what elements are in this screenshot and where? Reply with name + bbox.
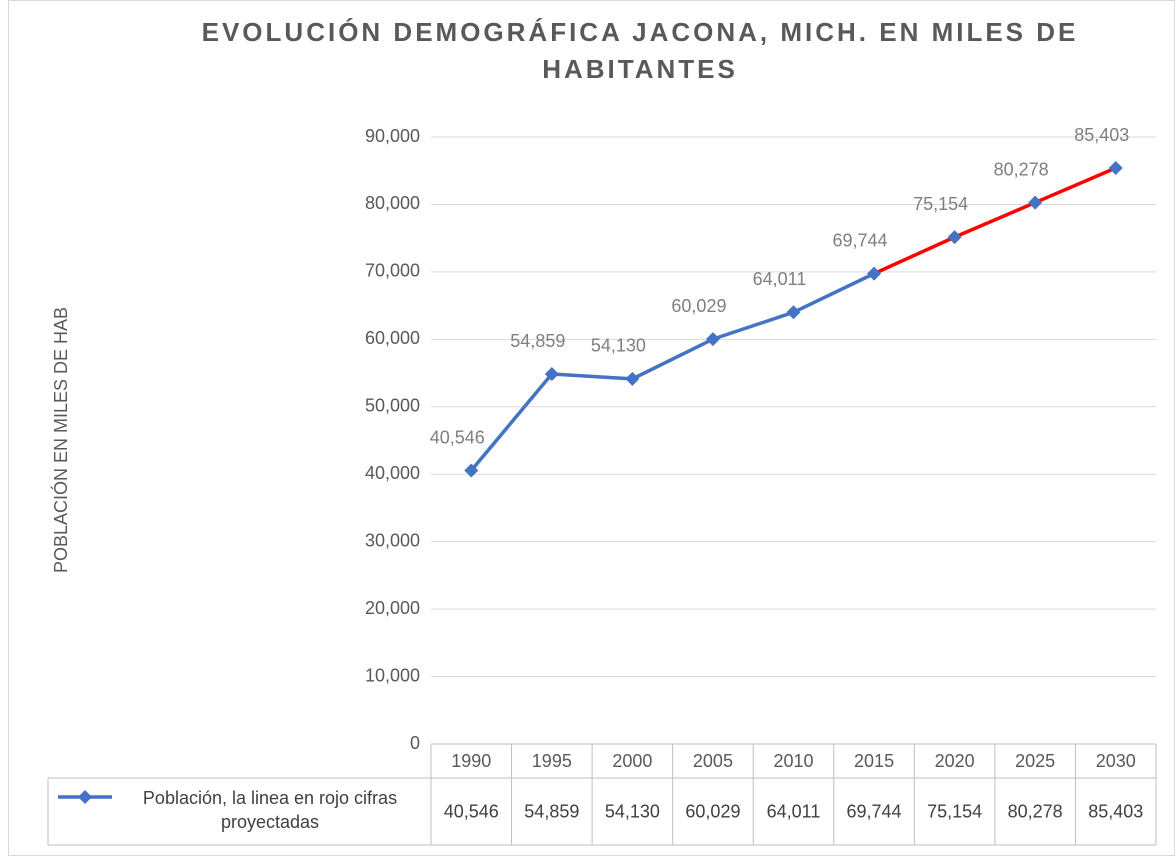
data-label: 54,130	[591, 336, 646, 356]
table-value: 80,278	[1008, 801, 1063, 821]
legend-label: Población, la linea en rojo cifras proye…	[142, 788, 398, 832]
y-tick-label: 90,000	[365, 126, 420, 146]
y-tick-label: 30,000	[365, 530, 420, 550]
table-value: 75,154	[927, 801, 982, 821]
x-tick-label: 2025	[1015, 751, 1055, 771]
table-value: 85,403	[1088, 801, 1143, 821]
data-label: 54,859	[510, 331, 565, 351]
legend-marker	[78, 790, 92, 804]
y-tick-label: 40,000	[365, 463, 420, 483]
marker	[1028, 195, 1043, 210]
table-value: 54,859	[524, 801, 579, 821]
x-tick-label: 2030	[1096, 751, 1136, 771]
data-label: 64,011	[753, 269, 807, 289]
data-label: 69,744	[833, 230, 888, 250]
x-tick-label: 1995	[532, 751, 572, 771]
data-label: 40,546	[430, 427, 485, 447]
marker	[786, 305, 801, 320]
table-value: 60,029	[685, 801, 740, 821]
marker	[947, 230, 962, 245]
x-tick-label: 1990	[451, 751, 491, 771]
data-label: 80,278	[994, 159, 1049, 179]
marker	[464, 463, 479, 478]
y-tick-label: 70,000	[365, 261, 420, 281]
chart-title: EVOLUCIÓN DEMOGRÁFICA JACONA, MICH. EN M…	[201, 17, 1079, 84]
y-tick-label: 50,000	[365, 396, 420, 416]
x-tick-label: 2015	[854, 751, 894, 771]
y-axis-label: POBLACIÓN EN MILES DE HAB	[50, 307, 71, 573]
x-tick-label: 2020	[935, 751, 975, 771]
data-label: 60,029	[671, 296, 726, 316]
y-tick-label: 60,000	[365, 328, 420, 348]
data-label: 85,403	[1074, 125, 1129, 145]
marker	[1108, 161, 1123, 176]
table-value: 54,130	[605, 801, 660, 821]
x-tick-label: 2010	[773, 751, 813, 771]
table-value: 64,011	[767, 801, 821, 821]
x-tick-label: 2000	[612, 751, 652, 771]
y-tick-label: 20,000	[365, 598, 420, 618]
table-value: 69,744	[847, 801, 902, 821]
y-tick-label: 10,000	[365, 665, 420, 685]
chart-border	[8, 0, 1175, 856]
line	[469, 272, 875, 472]
data-label: 75,154	[913, 194, 968, 214]
y-tick-label: 0	[410, 733, 420, 753]
table-value: 40,546	[444, 801, 499, 821]
y-tick-label: 80,000	[365, 193, 420, 213]
marker	[544, 367, 559, 382]
marker	[705, 332, 720, 347]
marker	[625, 371, 640, 386]
x-tick-label: 2005	[693, 751, 733, 771]
line	[873, 166, 1117, 276]
marker	[867, 266, 882, 281]
